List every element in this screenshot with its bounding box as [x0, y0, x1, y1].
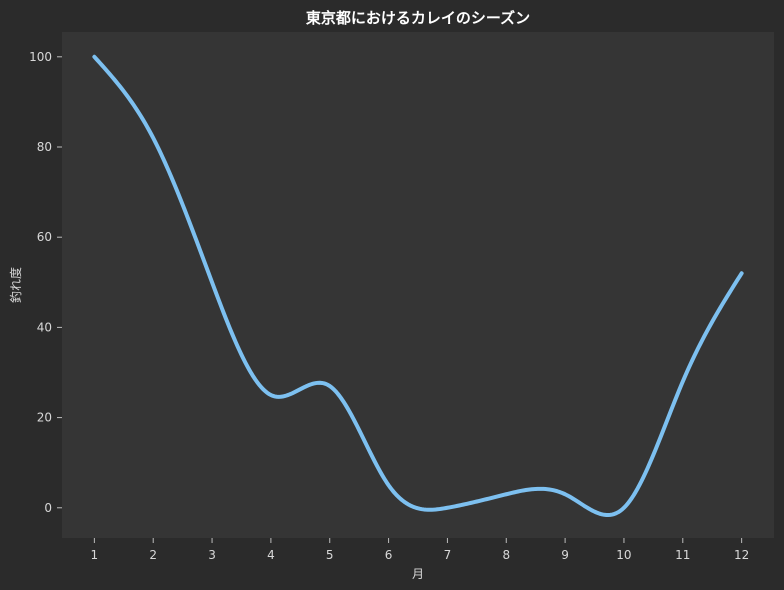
x-tick-label: 6 [385, 548, 393, 562]
data-point [563, 492, 567, 496]
x-tick-label: 9 [561, 548, 569, 562]
data-point [740, 271, 744, 275]
y-tick-label: 0 [44, 501, 52, 515]
y-tick-label: 60 [37, 230, 52, 244]
x-tick-label: 5 [326, 548, 334, 562]
x-tick-label: 8 [502, 548, 510, 562]
x-tick-label: 11 [675, 548, 690, 562]
x-axis-label: 月 [412, 567, 424, 581]
data-point [210, 280, 214, 284]
plot-area [62, 32, 774, 538]
data-point [622, 506, 626, 510]
data-point [504, 492, 508, 496]
series-line [92, 54, 744, 518]
x-tick-label: 2 [149, 548, 157, 562]
y-tick-label: 40 [37, 320, 52, 334]
x-tick-label: 3 [208, 548, 216, 562]
data-point [151, 136, 155, 140]
data-point [328, 384, 332, 388]
data-point [445, 506, 449, 510]
chart-title: 東京都におけるカレイのシーズン [306, 9, 530, 27]
y-tick-label: 20 [37, 411, 52, 425]
data-point [92, 55, 96, 59]
y-tick-label: 80 [37, 140, 52, 154]
x-tick-label: 1 [91, 548, 99, 562]
x-tick-label: 12 [734, 548, 749, 562]
data-point [269, 393, 273, 397]
x-tick-label: 7 [444, 548, 452, 562]
y-axis: 0 20 40 60 80 100 [29, 50, 62, 515]
y-tick-label: 100 [29, 50, 52, 64]
x-axis: 1 2 3 4 5 6 7 8 9 10 11 12 [91, 538, 749, 562]
x-tick-label: 4 [267, 548, 275, 562]
y-axis-label: 釣れ度 [8, 267, 23, 303]
x-tick-label: 10 [616, 548, 631, 562]
data-point [387, 483, 391, 487]
data-point [681, 380, 685, 384]
